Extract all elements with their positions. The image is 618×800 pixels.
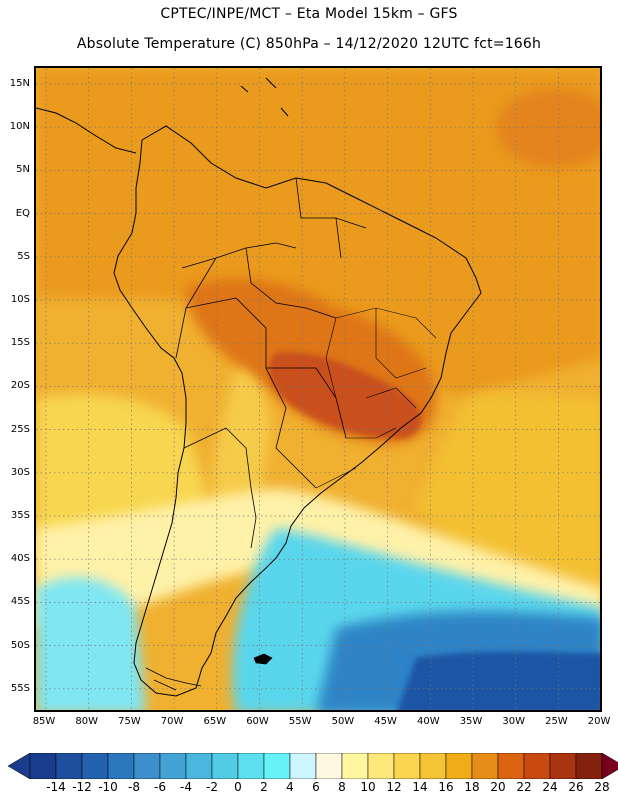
lat-label: 40S <box>10 553 30 565</box>
colorbar-tick-label: 28 <box>594 780 610 794</box>
lat-label: 15S <box>10 337 30 349</box>
colorbar-tick-label: 22 <box>516 780 532 794</box>
colorbar-tick-label: 20 <box>490 780 506 794</box>
field-atlantic-mid <box>416 393 600 587</box>
colorbar-segment <box>107 752 135 780</box>
colorbar-segment <box>55 752 83 780</box>
colorbar-tick-label: 4 <box>286 780 294 794</box>
lat-label: 5S <box>17 250 30 262</box>
colorbar-tick-label: 18 <box>464 780 480 794</box>
lon-label: 70W <box>160 716 184 727</box>
colorbar-tick-label: 2 <box>260 780 268 794</box>
lon-label: 40W <box>416 716 440 727</box>
graticule <box>36 68 600 710</box>
temperature-map <box>34 66 602 712</box>
lat-label: 30S <box>10 466 30 478</box>
lon-label: 50W <box>331 716 355 727</box>
lat-label: 55S <box>10 682 30 694</box>
colorbar-segment <box>81 752 109 780</box>
colorbar-segment <box>315 752 343 780</box>
lat-label: 10S <box>10 294 30 305</box>
colorbar-segment <box>211 752 239 780</box>
colorbar-segment <box>419 752 447 780</box>
lat-label: 50S <box>10 639 30 651</box>
colorbar-tick-label: 24 <box>542 780 558 794</box>
central-america-coastline <box>36 107 137 154</box>
country-borders <box>175 177 367 549</box>
lon-label: 45W <box>374 716 397 727</box>
colorbar-tick-label: -8 <box>128 780 140 794</box>
falkland-islands <box>253 653 273 665</box>
colorbar-tick-label: 10 <box>360 780 376 794</box>
colorbar-segment <box>549 752 577 780</box>
colorbar-canvas <box>7 752 618 780</box>
colorbar-segment <box>341 752 369 780</box>
lon-label: 55W <box>288 716 312 727</box>
chart-title: CPTEC/INPE/MCT – Eta Model 15km – GFS <box>160 6 458 22</box>
colorbar-segment <box>575 752 603 780</box>
chart-subtitle: Absolute Temperature (C) 850hPa – 14/12/… <box>76 36 542 52</box>
colorbar-tick-label: 16 <box>438 780 454 794</box>
colorbar-tick-label: -12 <box>72 780 92 794</box>
colorbar-segment <box>289 752 317 780</box>
lon-label: 25W <box>545 716 568 727</box>
lon-label: 35W <box>459 716 483 727</box>
colorbar-segment <box>471 752 499 780</box>
colorbar-tick-label: 6 <box>312 780 320 794</box>
lon-label: 75W <box>118 716 141 727</box>
colorbar-tick-label: 0 <box>234 780 242 794</box>
lon-label: 20W <box>587 716 611 727</box>
lat-label: EQ <box>15 207 30 219</box>
colorbar-segment <box>367 752 395 780</box>
lon-label: 80W <box>75 716 98 727</box>
colorbar-over-arrow <box>601 752 618 780</box>
tierra-del-fuego <box>145 667 202 691</box>
colorbar-tick-label: 26 <box>568 780 584 794</box>
lat-label: 45S <box>10 596 30 608</box>
field-ne-blob <box>496 88 600 168</box>
caribbean-islands <box>240 77 289 117</box>
colorbar-segment <box>133 752 161 780</box>
colorbar-segment <box>185 752 213 780</box>
colorbar-tick-label: -6 <box>154 780 166 794</box>
lat-label: 35S <box>10 510 30 521</box>
colorbar-segment <box>237 752 265 780</box>
field-warm-tropics <box>36 68 600 398</box>
lat-label: 20S <box>10 380 30 392</box>
field-hot-spot <box>268 352 422 439</box>
colorbar-segment <box>393 752 421 780</box>
lat-label: 5N <box>16 164 30 176</box>
field-deep-blue <box>397 651 600 710</box>
colorbar-under-arrow <box>7 752 31 780</box>
colorbar-tick-label: 14 <box>412 780 428 794</box>
lat-label: 10N <box>9 121 30 133</box>
south-america-coastline <box>113 125 482 697</box>
colorbar-tick-label: -4 <box>180 780 192 794</box>
map-canvas <box>36 68 600 710</box>
state-borders <box>315 307 437 489</box>
colorbar-segment <box>263 752 291 780</box>
colorbar-tick-label: -10 <box>98 780 118 794</box>
field-cyan-pacific <box>36 577 146 710</box>
lon-label: 30W <box>502 716 525 727</box>
colorbar-tick-label: -2 <box>206 780 218 794</box>
colorbar-tick-label: 8 <box>338 780 346 794</box>
lon-label: 65W <box>203 716 227 727</box>
lon-label: 85W <box>32 716 56 727</box>
lon-label: 60W <box>246 716 269 727</box>
colorbar-tick-label: -14 <box>46 780 66 794</box>
colorbar-segment <box>29 752 57 780</box>
colorbar <box>7 752 618 780</box>
colorbar-segment <box>159 752 187 780</box>
colorbar-segment <box>445 752 473 780</box>
colorbar-segment <box>497 752 525 780</box>
colorbar-segment <box>523 752 551 780</box>
colorbar-tick-label: 12 <box>386 780 402 794</box>
lat-label: 25S <box>10 423 30 435</box>
lat-label: 15N <box>9 78 30 89</box>
